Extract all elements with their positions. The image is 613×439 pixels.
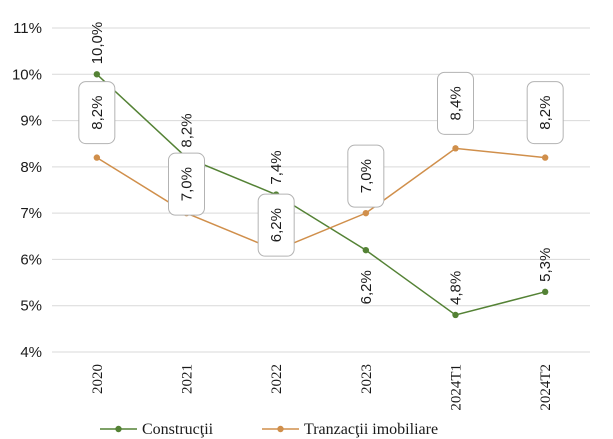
data-label-box bbox=[347, 144, 385, 208]
series-line bbox=[96, 73, 546, 316]
x-tick-label: 2020 bbox=[90, 364, 106, 394]
x-tick-label: 2022 bbox=[269, 364, 285, 394]
data-labels: 10,0% 8,2% 7,4% 6,2% 4,8% 5,3% 8,2% 7,0% 6,2% 7,0… bbox=[78, 22, 564, 305]
data-label-box bbox=[437, 71, 474, 135]
data-label: 6,2% bbox=[358, 270, 375, 304]
legend-label: Tranzacţii imobiliare bbox=[304, 421, 438, 438]
y-tick-label: 4% bbox=[20, 344, 42, 361]
x-tick-label: 2024T1 bbox=[449, 364, 465, 411]
data-label: 6,2% bbox=[268, 208, 285, 242]
x-tick-label: 2021 bbox=[180, 364, 196, 394]
data-label: 10,0% bbox=[89, 22, 106, 65]
data-label: 8,2% bbox=[537, 95, 554, 129]
data-point bbox=[362, 209, 370, 217]
x-axis-ticks: 2020 2021 2022 2023 2024T1 2024T2 bbox=[90, 364, 554, 411]
data-label: 8,4% bbox=[448, 86, 465, 120]
y-tick-label: 8% bbox=[20, 159, 42, 176]
legend-marker bbox=[115, 425, 122, 433]
legend-marker bbox=[277, 425, 284, 433]
y-tick-label: 7% bbox=[20, 205, 42, 222]
data-label: 8,2% bbox=[179, 113, 196, 147]
data-point bbox=[452, 145, 459, 152]
y-tick-label: 9% bbox=[20, 113, 42, 130]
data-label: 5,3% bbox=[537, 248, 554, 282]
y-axis-ticks: 4% 5% 6% 7% 8% 9% 10% 11% bbox=[12, 20, 42, 361]
data-label: 8,2% bbox=[89, 95, 106, 129]
data-label-box bbox=[526, 81, 564, 145]
data-point bbox=[541, 288, 549, 296]
data-label-box bbox=[168, 152, 205, 216]
data-point bbox=[93, 154, 101, 161]
data-label: 4,8% bbox=[448, 271, 465, 305]
legend-label: Construcţii bbox=[142, 421, 214, 438]
series-lines bbox=[93, 71, 549, 319]
data-point bbox=[362, 246, 370, 254]
data-point bbox=[93, 71, 101, 78]
y-tick-label: 11% bbox=[13, 20, 42, 37]
legend: Construcţii Tranzacţii imobiliare bbox=[100, 421, 438, 438]
data-label-box bbox=[78, 81, 116, 145]
data-label: 7,0% bbox=[358, 159, 375, 193]
data-label-box bbox=[257, 193, 295, 257]
y-tick-label: 6% bbox=[20, 251, 42, 268]
data-point bbox=[452, 311, 459, 319]
data-label: 7,0% bbox=[179, 167, 196, 201]
x-tick-label: 2024T2 bbox=[538, 364, 554, 411]
x-tick-label: 2023 bbox=[359, 364, 375, 394]
series-line bbox=[96, 147, 546, 251]
data-label: 7,4% bbox=[268, 150, 285, 184]
gridlines bbox=[52, 27, 590, 353]
y-tick-label: 10% bbox=[12, 66, 42, 83]
y-tick-label: 5% bbox=[20, 298, 42, 315]
data-point bbox=[541, 154, 549, 161]
